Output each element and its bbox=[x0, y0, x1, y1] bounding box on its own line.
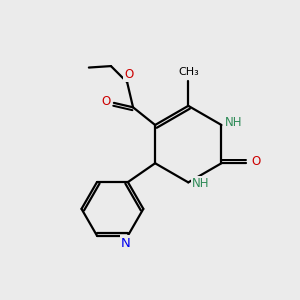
Text: NH: NH bbox=[225, 116, 242, 129]
Text: O: O bbox=[251, 155, 260, 168]
Text: NH: NH bbox=[192, 177, 209, 190]
Text: O: O bbox=[124, 68, 133, 81]
Text: CH₃: CH₃ bbox=[178, 67, 199, 77]
Text: N: N bbox=[121, 236, 130, 250]
Text: O: O bbox=[101, 95, 110, 108]
